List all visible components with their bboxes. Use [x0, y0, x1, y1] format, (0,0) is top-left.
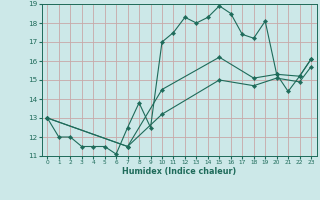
X-axis label: Humidex (Indice chaleur): Humidex (Indice chaleur) [122, 167, 236, 176]
